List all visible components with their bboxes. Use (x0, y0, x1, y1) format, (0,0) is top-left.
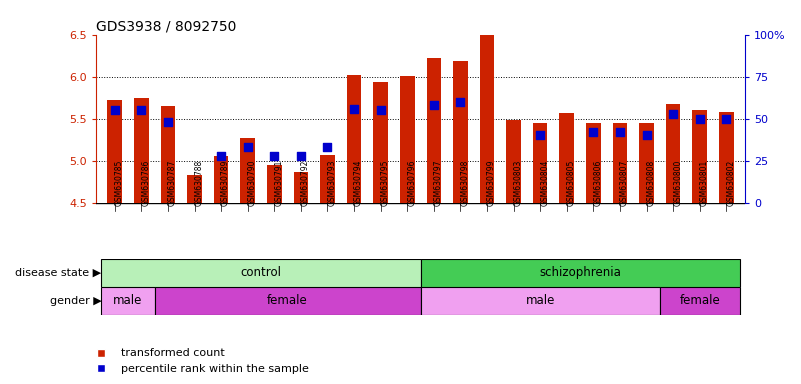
Bar (102, 287, 155, 315)
Text: GSM630808: GSM630808 (646, 159, 655, 205)
Text: GSM630807: GSM630807 (620, 159, 629, 205)
Text: GSM630806: GSM630806 (594, 159, 602, 205)
Text: GSM630805: GSM630805 (567, 159, 576, 205)
Text: GSM630791: GSM630791 (274, 159, 284, 205)
Point (215, 152, 227, 159)
Point (454, 99, 467, 105)
Point (428, 102, 441, 108)
Text: GSM630785: GSM630785 (115, 159, 123, 205)
Text: GSM630803: GSM630803 (513, 159, 522, 205)
Text: male: male (525, 295, 555, 307)
Point (162, 119, 175, 125)
Bar (267, 165, 282, 203)
Text: GSM630786: GSM630786 (141, 159, 151, 205)
Bar (155, 287, 421, 315)
Bar (506, 120, 521, 203)
Text: GSM630798: GSM630798 (461, 159, 469, 205)
Bar (161, 106, 175, 203)
Text: GSM630792: GSM630792 (301, 159, 310, 205)
Text: GSM630797: GSM630797 (434, 159, 443, 205)
Point (348, 106, 360, 112)
Bar (421, 259, 739, 287)
Bar (373, 83, 388, 203)
Text: GSM630800: GSM630800 (673, 159, 682, 205)
Point (533, 132, 546, 139)
Point (108, 107, 121, 113)
Point (321, 144, 334, 150)
Bar (347, 75, 361, 203)
Point (694, 116, 706, 122)
Bar (400, 76, 415, 203)
Text: GSM630802: GSM630802 (727, 159, 735, 205)
Bar (719, 112, 734, 203)
Text: male: male (113, 295, 143, 307)
Text: gender ▶: gender ▶ (50, 296, 102, 306)
Bar (320, 155, 335, 203)
Point (374, 107, 387, 113)
Text: GSM630794: GSM630794 (354, 159, 363, 205)
Point (720, 116, 733, 122)
Point (241, 144, 254, 150)
Bar (533, 123, 548, 203)
Text: female: female (268, 295, 308, 307)
Point (587, 129, 600, 135)
Bar (453, 61, 468, 203)
Point (666, 111, 679, 117)
Bar (187, 175, 202, 203)
Bar (293, 172, 308, 203)
Text: GSM630789: GSM630789 (221, 159, 230, 205)
Text: GSM630790: GSM630790 (248, 159, 256, 205)
Bar (107, 100, 122, 203)
Bar (240, 138, 255, 203)
Bar (639, 123, 654, 203)
Text: GSM630799: GSM630799 (487, 159, 496, 205)
Bar (666, 104, 680, 203)
Text: disease state ▶: disease state ▶ (15, 268, 102, 278)
Bar (586, 123, 601, 203)
Text: GDS3938 / 8092750: GDS3938 / 8092750 (96, 20, 236, 33)
Bar (613, 123, 627, 203)
Bar (421, 287, 660, 315)
Text: GSM630801: GSM630801 (700, 159, 709, 205)
Bar (426, 58, 441, 203)
Text: GSM630795: GSM630795 (380, 159, 389, 205)
Bar (214, 157, 228, 203)
Bar (134, 98, 149, 203)
Text: GSM630788: GSM630788 (195, 159, 203, 205)
Bar (480, 35, 494, 203)
Text: schizophrenia: schizophrenia (539, 266, 621, 279)
Point (135, 107, 147, 113)
Bar (692, 110, 707, 203)
Text: female: female (679, 295, 720, 307)
Text: control: control (240, 266, 281, 279)
Bar (660, 287, 739, 315)
Bar (102, 259, 421, 287)
Bar (559, 113, 574, 203)
Text: GSM630804: GSM630804 (540, 159, 549, 205)
Text: GSM630787: GSM630787 (168, 159, 177, 205)
Text: GSM630793: GSM630793 (328, 159, 336, 205)
Point (295, 152, 308, 159)
Point (614, 129, 626, 135)
Legend: transformed count, percentile rank within the sample: transformed count, percentile rank withi… (86, 344, 313, 379)
Text: GSM630796: GSM630796 (407, 159, 417, 205)
Point (268, 152, 280, 159)
Point (640, 132, 653, 139)
